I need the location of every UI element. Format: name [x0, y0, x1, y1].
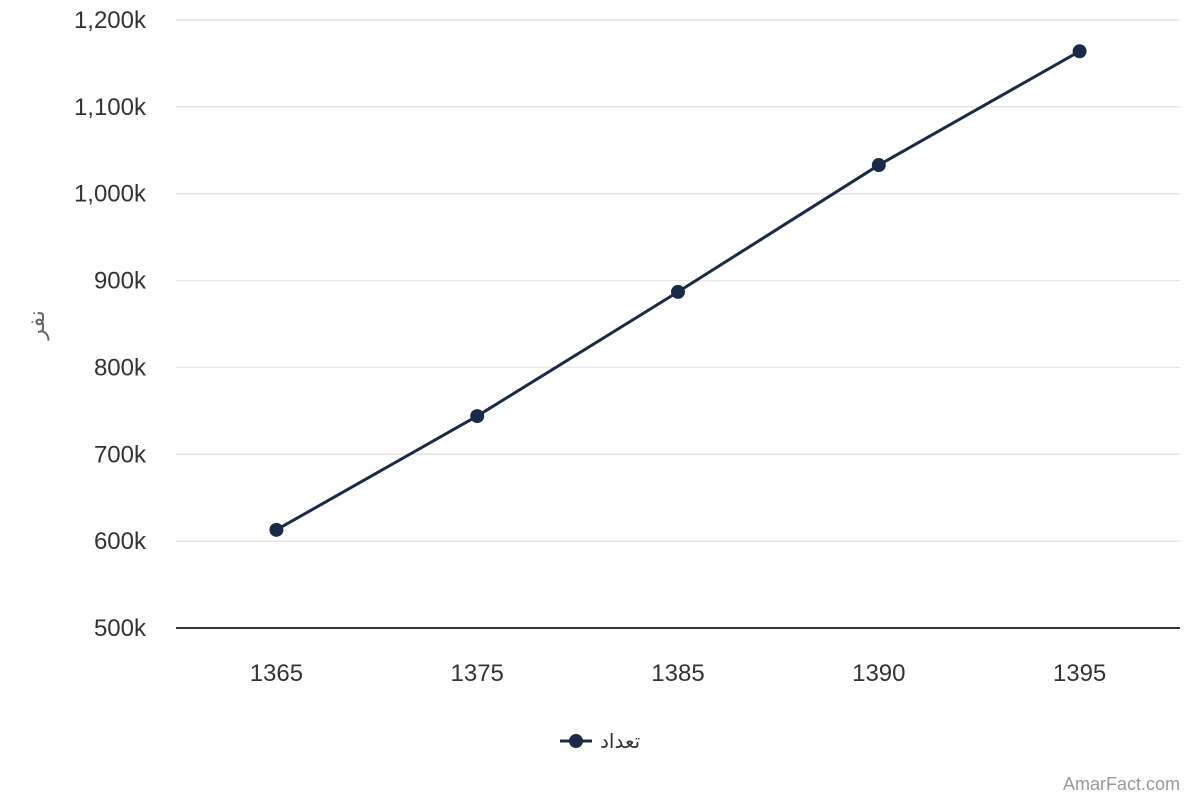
data-point[interactable] — [470, 409, 485, 424]
legend[interactable]: تعداد — [560, 731, 640, 753]
data-point[interactable] — [1072, 44, 1087, 59]
x-tick-label: 1375 — [451, 660, 504, 687]
legend-label: تعداد — [600, 731, 640, 753]
data-point[interactable] — [871, 158, 886, 173]
x-axis-ticks: 1365 1375 1385 1390 1395 — [250, 660, 1107, 687]
y-tick-label: 1,200k — [74, 7, 147, 34]
y-tick-label: 600k — [94, 528, 147, 555]
x-tick-label: 1365 — [250, 660, 303, 687]
y-tick-label: 1,100k — [74, 94, 147, 121]
y-tick-label: 1,000k — [74, 181, 147, 208]
x-tick-label: 1385 — [651, 660, 704, 687]
data-point[interactable] — [671, 284, 685, 299]
x-tick-label: 1390 — [852, 660, 905, 687]
legend-marker — [569, 734, 583, 748]
y-tick-label: 700k — [94, 441, 147, 468]
series-layer — [269, 44, 1087, 537]
grid-lines — [176, 19, 1180, 542]
data-point[interactable] — [269, 522, 284, 537]
y-axis-ticks: 500k 600k 700k 800k 900k 1,000k 1,100k 1,200k — [74, 7, 147, 642]
credit-text[interactable]: AmarFact.com — [1063, 774, 1180, 794]
x-tick-label: 1395 — [1053, 660, 1106, 687]
y-axis-label: نفر — [24, 310, 49, 340]
y-tick-label: 500k — [94, 615, 147, 642]
y-tick-label: 900k — [94, 268, 147, 295]
y-tick-label: 800k — [94, 354, 147, 381]
